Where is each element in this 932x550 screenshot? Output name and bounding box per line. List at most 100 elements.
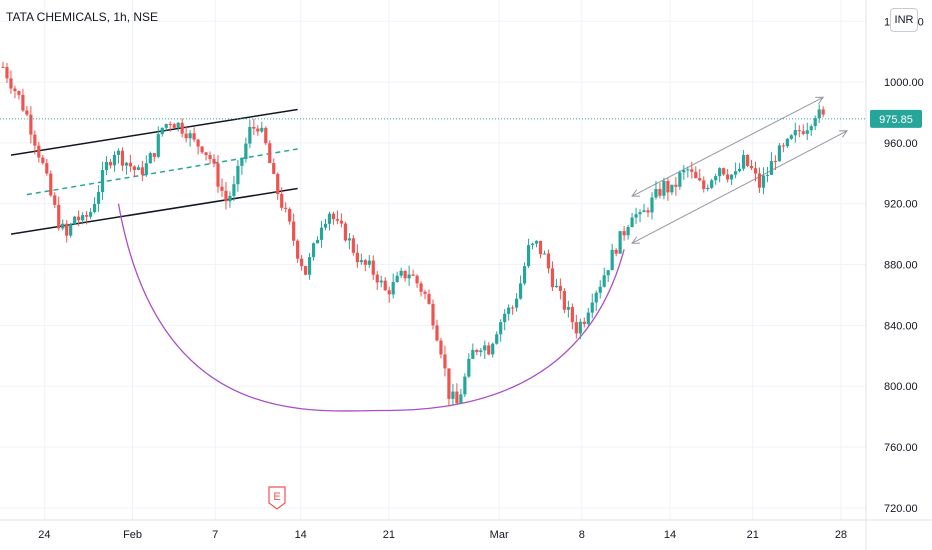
candle-body: [108, 161, 113, 166]
candle-body: [77, 216, 81, 221]
candle-body: [419, 283, 423, 292]
x-tick-label: 7: [212, 529, 218, 541]
y-tick-label: 800.00: [884, 381, 918, 393]
x-tick-label: Mar: [490, 529, 509, 541]
candle-body: [495, 334, 499, 344]
candle-body: [61, 223, 65, 229]
candle-body: [674, 184, 678, 187]
x-tick-label: 8: [579, 529, 585, 541]
candle-body: [220, 186, 224, 191]
candle-body: [256, 128, 260, 132]
candle-body: [793, 130, 797, 136]
candle-body: [475, 349, 479, 353]
candle-body: [435, 325, 439, 341]
candle-body: [300, 258, 304, 267]
candle-body: [33, 134, 37, 146]
candle-body: [702, 180, 706, 190]
channel-arrowhead: [815, 96, 825, 105]
candle-body: [690, 169, 694, 172]
channel-arrowhead: [631, 189, 641, 197]
y-tick-label: 760.00: [884, 442, 918, 454]
candle-body: [483, 345, 487, 351]
candle-body: [403, 270, 407, 279]
candle-body: [522, 266, 527, 284]
candle-body: [678, 172, 682, 187]
candle-body: [618, 231, 622, 254]
candle-body: [423, 291, 427, 294]
candle-body: [232, 184, 236, 196]
candle-body: [534, 240, 539, 244]
candle-body: [634, 214, 638, 218]
candle-body: [355, 252, 359, 263]
candle-body: [25, 110, 29, 115]
candle-body: [276, 173, 280, 195]
candle-body: [765, 174, 770, 176]
candle-body: [204, 152, 208, 156]
candle-body: [252, 126, 256, 129]
x-tick-label: 21: [747, 529, 759, 541]
channel-arrowhead: [839, 130, 849, 138]
candle-body: [260, 127, 264, 132]
candle-body: [698, 178, 702, 181]
candle-body: [323, 223, 328, 228]
price-axis: 1040.001000.00960.00920.00880.00840.0080…: [865, 0, 924, 550]
cup-arc: [117, 203, 625, 412]
candle-body: [391, 281, 395, 295]
candle-body: [120, 150, 125, 166]
candle-body: [244, 143, 248, 160]
candle-body: [411, 274, 415, 276]
candle-body: [550, 268, 555, 288]
candle-body: [85, 215, 89, 217]
candle-body: [65, 223, 69, 236]
candle-body: [5, 67, 9, 79]
candle-body: [797, 130, 801, 132]
candle-body: [614, 249, 618, 254]
candle-body: [610, 249, 614, 271]
candle-body: [347, 238, 351, 241]
candle-body: [272, 163, 276, 174]
candle-body: [100, 170, 105, 193]
candle-body: [92, 203, 97, 213]
candle-body: [367, 260, 371, 265]
candle-body: [638, 212, 642, 215]
candle-body: [781, 145, 785, 147]
candle-body: [586, 312, 590, 324]
candle-body: [164, 124, 168, 128]
candle-body: [188, 133, 192, 139]
candle-body: [455, 391, 459, 404]
grid: [0, 0, 866, 520]
candle-body: [718, 168, 722, 177]
candle-body: [168, 124, 172, 126]
candle-body: [292, 221, 296, 241]
candle-body: [116, 150, 121, 155]
candle-body: [9, 78, 13, 89]
candle-body: [96, 192, 101, 204]
candle-body: [315, 239, 320, 244]
candle-body: [566, 307, 570, 310]
candle-body: [69, 224, 73, 236]
candle-body: [447, 368, 451, 399]
candle-body: [311, 243, 316, 258]
candle-body: [431, 303, 435, 326]
candle-body: [562, 290, 566, 310]
candle-body: [598, 286, 602, 293]
candle-body: [658, 189, 662, 196]
drawing-overlays: [10, 96, 849, 412]
candle-body: [383, 280, 387, 291]
currency-button[interactable]: INR: [890, 8, 918, 32]
candle-body: [730, 174, 734, 180]
channel-arrowhead: [631, 236, 641, 244]
candle-body: [184, 133, 188, 139]
candle-body: [714, 176, 718, 181]
candle-body: [351, 238, 355, 253]
last-price-label-bg: [870, 109, 922, 128]
candle-body: [785, 138, 789, 147]
candle-body: [236, 165, 240, 185]
last-price-label: 975.85: [879, 114, 913, 126]
candle-body: [156, 134, 160, 157]
candle-body: [208, 155, 212, 160]
candle-body: [487, 345, 491, 355]
candle-body: [630, 217, 634, 228]
